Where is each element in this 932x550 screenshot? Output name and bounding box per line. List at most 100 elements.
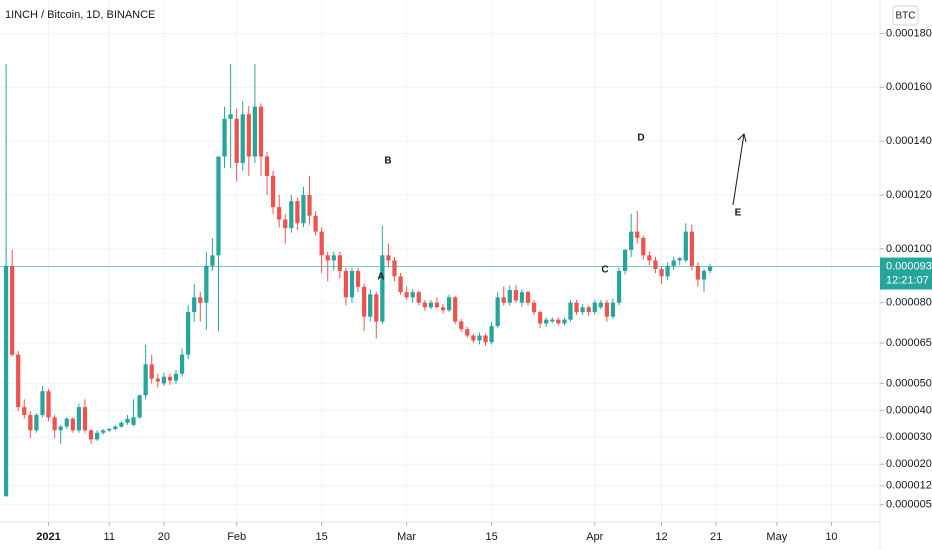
candle-body	[556, 319, 561, 324]
x-tick-label: 11	[104, 531, 115, 543]
candle-body	[483, 335, 488, 343]
candle-body	[246, 114, 251, 157]
candle-body	[495, 297, 500, 327]
candle-body	[647, 255, 652, 261]
candle-body	[398, 276, 403, 293]
candle-body	[568, 302, 573, 320]
y-tick-label: 0.00000500	[886, 499, 932, 511]
candle-body	[234, 118, 239, 163]
candle-body	[119, 422, 124, 427]
y-tick-label: 0.00018000	[886, 27, 932, 39]
candle-body	[392, 260, 397, 277]
arrow-line	[732, 133, 745, 206]
candle-body	[76, 407, 82, 431]
candle-body	[88, 430, 94, 440]
candle-body	[531, 302, 537, 313]
chart-title: 1INCH / Bitcoin, 1D, BINANCE	[5, 9, 155, 21]
y-tick-label: 0.00006500	[886, 337, 932, 349]
candle-body	[428, 302, 434, 308]
candle-body	[307, 195, 312, 216]
candle-body	[434, 302, 440, 308]
grid	[0, 0, 880, 522]
currency-label[interactable]: BTC	[896, 11, 916, 22]
candle-body	[16, 354, 21, 408]
candle-body	[562, 319, 567, 324]
overlay: A B C D E	[0, 133, 880, 283]
candle-body	[325, 255, 330, 261]
x-tick-label: 21	[710, 531, 722, 543]
x-tick-label: Apr	[586, 531, 603, 543]
candle-body	[222, 118, 227, 157]
candle-body	[471, 335, 476, 341]
candle-body	[343, 270, 349, 298]
x-tick-label: 15	[316, 531, 328, 543]
last-price-box	[880, 257, 932, 290]
candle-body	[252, 106, 258, 157]
candle-body	[301, 195, 306, 224]
y-tick-label: 0.00003000	[886, 431, 932, 443]
candle-body	[707, 266, 713, 271]
candle-body	[283, 219, 288, 229]
wave-label: B	[384, 156, 391, 167]
candle-body	[313, 215, 318, 232]
candle-body	[349, 270, 355, 298]
candle-body	[380, 255, 385, 322]
candle-body	[659, 269, 664, 277]
y-tick-label: 0.00002000	[886, 458, 932, 470]
candle-body	[507, 290, 512, 303]
candle-body	[131, 417, 136, 425]
candle-body	[337, 255, 342, 271]
candle-body	[101, 430, 106, 433]
candle-body	[216, 156, 221, 256]
candle-body	[355, 270, 361, 287]
candle-body	[641, 237, 646, 256]
candle-body	[295, 201, 300, 224]
candle-body	[277, 207, 282, 220]
candle-body	[544, 319, 549, 324]
candle-body	[386, 255, 391, 261]
candle-body	[446, 297, 452, 311]
candle-body	[689, 231, 694, 266]
candle-body	[653, 260, 658, 270]
candle-body	[574, 302, 579, 313]
candle-body	[453, 297, 458, 322]
candle-body	[204, 265, 209, 303]
candle-body	[477, 335, 482, 341]
candle-body	[374, 294, 379, 322]
y-tick-label: 0.00005000	[886, 377, 932, 389]
axes: 0.00018000 0.00016000 0.00014000 0.00012000…	[36, 27, 932, 543]
wave-label: D	[637, 133, 644, 144]
candle-body	[186, 312, 191, 355]
candle-body	[701, 270, 707, 280]
candle-body	[161, 376, 166, 384]
candle-body	[416, 292, 421, 303]
candle-body	[629, 231, 634, 250]
candle-body	[525, 292, 531, 303]
candle-body	[519, 292, 525, 303]
candles	[3, 64, 713, 497]
candle-body	[40, 391, 45, 415]
last-price-label: 0.00009343	[886, 260, 932, 272]
currency-box[interactable]	[892, 5, 919, 26]
candle-body	[264, 156, 270, 176]
x-tick-label: 15	[485, 531, 497, 543]
candle-body	[422, 302, 427, 308]
candle-body	[258, 106, 264, 157]
candle-body	[635, 231, 640, 238]
candle-body	[677, 258, 682, 261]
candle-body	[34, 414, 39, 431]
candle-body	[695, 265, 701, 280]
candle-body	[137, 395, 142, 418]
x-tick-label: May	[766, 531, 787, 543]
x-tick-label: 2021	[36, 531, 60, 543]
candle-body	[622, 249, 628, 271]
candle-body	[459, 321, 464, 330]
candle-body	[113, 426, 118, 429]
candle-body	[22, 407, 27, 415]
candle-body	[149, 364, 154, 379]
y-tick-label: 0.00012000	[886, 189, 932, 201]
candle-body	[173, 373, 179, 381]
candle-body	[94, 432, 100, 440]
candle-body	[489, 326, 494, 343]
